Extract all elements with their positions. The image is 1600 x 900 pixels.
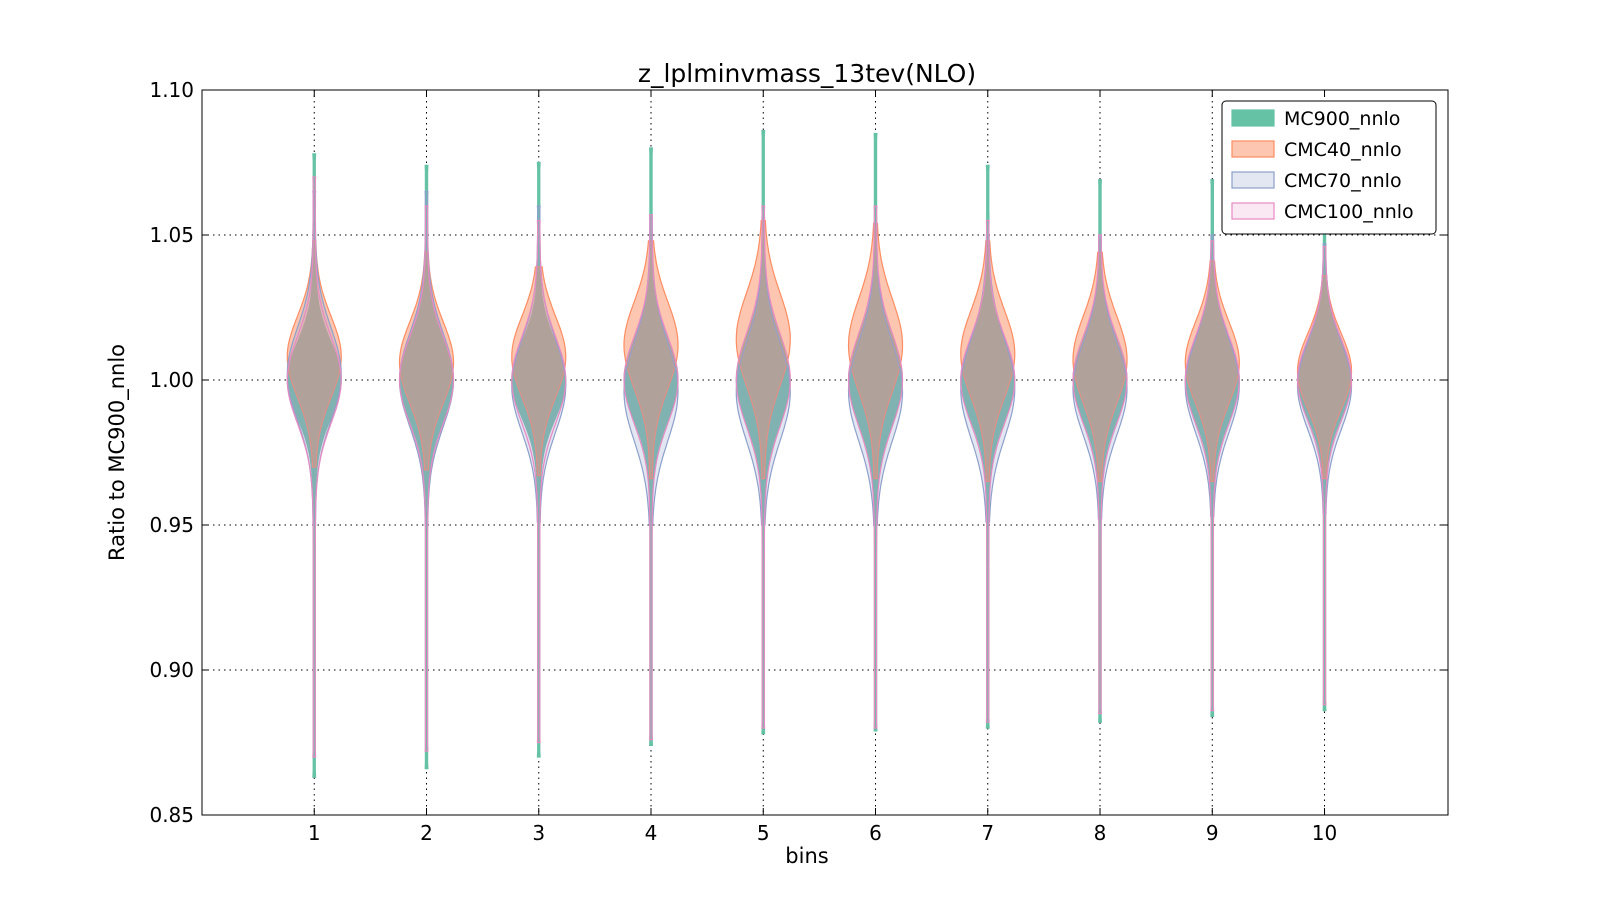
x-tick-label: 1: [308, 821, 321, 845]
y-tick-label: 0.95: [149, 513, 194, 537]
violin-CMC100_nnlo-bin-7: [960, 219, 1016, 723]
y-axis-label: Ratio to MC900_nnlo: [105, 344, 130, 561]
y-axis: 0.85 0.90 0.95 1.00 1.05 1.10: [149, 78, 1448, 827]
x-tick-label: 2: [420, 821, 433, 845]
x-tick-label: 5: [757, 821, 770, 845]
x-tick-label: 4: [645, 821, 658, 845]
legend-swatch-CMC100_nnlo: [1231, 202, 1275, 220]
violin-CMC70_nnlo-bin-2: [398, 190, 455, 526]
legend-box: [1221, 100, 1437, 235]
x-tick-label: 3: [532, 821, 545, 845]
x-tick-label: 10: [1312, 821, 1337, 845]
x-tick-label: 9: [1206, 821, 1219, 845]
violin-CMC40_nnlo-bin-3: [511, 266, 567, 477]
y-tick-label: 1.10: [149, 78, 194, 102]
violin-CMC40_nnlo-bin-5: [735, 219, 791, 480]
legend-label-CMC100_nnlo: CMC100_nnlo: [1284, 201, 1414, 223]
violin-CMC100_nnlo-bin-6: [847, 205, 904, 729]
violin-CMC40_nnlo-bin-7: [960, 240, 1016, 483]
violin-CMC100_nnlo-bin-4: [623, 214, 679, 741]
legend-label-CMC40_nnlo: CMC40_nnlo: [1284, 139, 1402, 161]
violin-series-MC900_nnlo: [286, 130, 1353, 778]
chart-title: z_lplminvmass_13tev(NLO): [638, 59, 976, 88]
legend-label-CMC70_nnlo: CMC70_nnlo: [1284, 170, 1402, 192]
violin-CMC100_nnlo-bin-3: [511, 219, 567, 744]
violin-CMC100_nnlo-bin-1: [286, 176, 342, 758]
violin-CMC40_nnlo-bin-8: [1072, 251, 1128, 483]
y-tick-label: 1.00: [149, 368, 194, 392]
violin-CMC100_nnlo-bin-5: [735, 205, 791, 729]
x-tick-label: 7: [981, 821, 994, 845]
y-tick-label: 0.90: [149, 658, 194, 682]
x-axis-label: bins: [785, 844, 828, 868]
violin-series-CMC100_nnlo: [286, 176, 1353, 758]
violin-CMC100_nnlo-bin-9: [1184, 240, 1240, 712]
violin-series-CMC40_nnlo: [286, 219, 1353, 483]
violin-CMC70_nnlo-bin-10: [1296, 243, 1353, 514]
violin-CMC100_nnlo-bin-2: [398, 205, 455, 752]
x-tick-label: 6: [869, 821, 882, 845]
violins: [286, 130, 1353, 778]
plot-frame: [201, 89, 1449, 816]
violin-CMC100_nnlo-bin-10: [1296, 246, 1353, 706]
legend-swatch-CMC70_nnlo: [1231, 171, 1275, 189]
violin-CMC70_nnlo-bin-3: [511, 205, 567, 523]
violin-CMC70_nnlo-bin-9: [1184, 234, 1240, 517]
legend: MC900_nnlo CMC40_nnlo CMC70_nnlo CMC100_nnl…: [1221, 100, 1437, 235]
y-tick-label: 1.05: [149, 223, 194, 247]
x-axis: 1 2 3 4 5 6 7 8 9 10: [308, 90, 1337, 845]
violin-CMC100_nnlo-bin-8: [1072, 234, 1128, 715]
y-tick-label: 0.85: [149, 803, 194, 827]
legend-swatch-MC900_nnlo: [1231, 109, 1275, 127]
violin-CMC40_nnlo-bin-4: [623, 240, 679, 480]
legend-swatch-CMC40_nnlo: [1231, 140, 1275, 158]
x-tick-label: 8: [1094, 821, 1107, 845]
legend-label-MC900_nnlo: MC900_nnlo: [1284, 108, 1400, 130]
